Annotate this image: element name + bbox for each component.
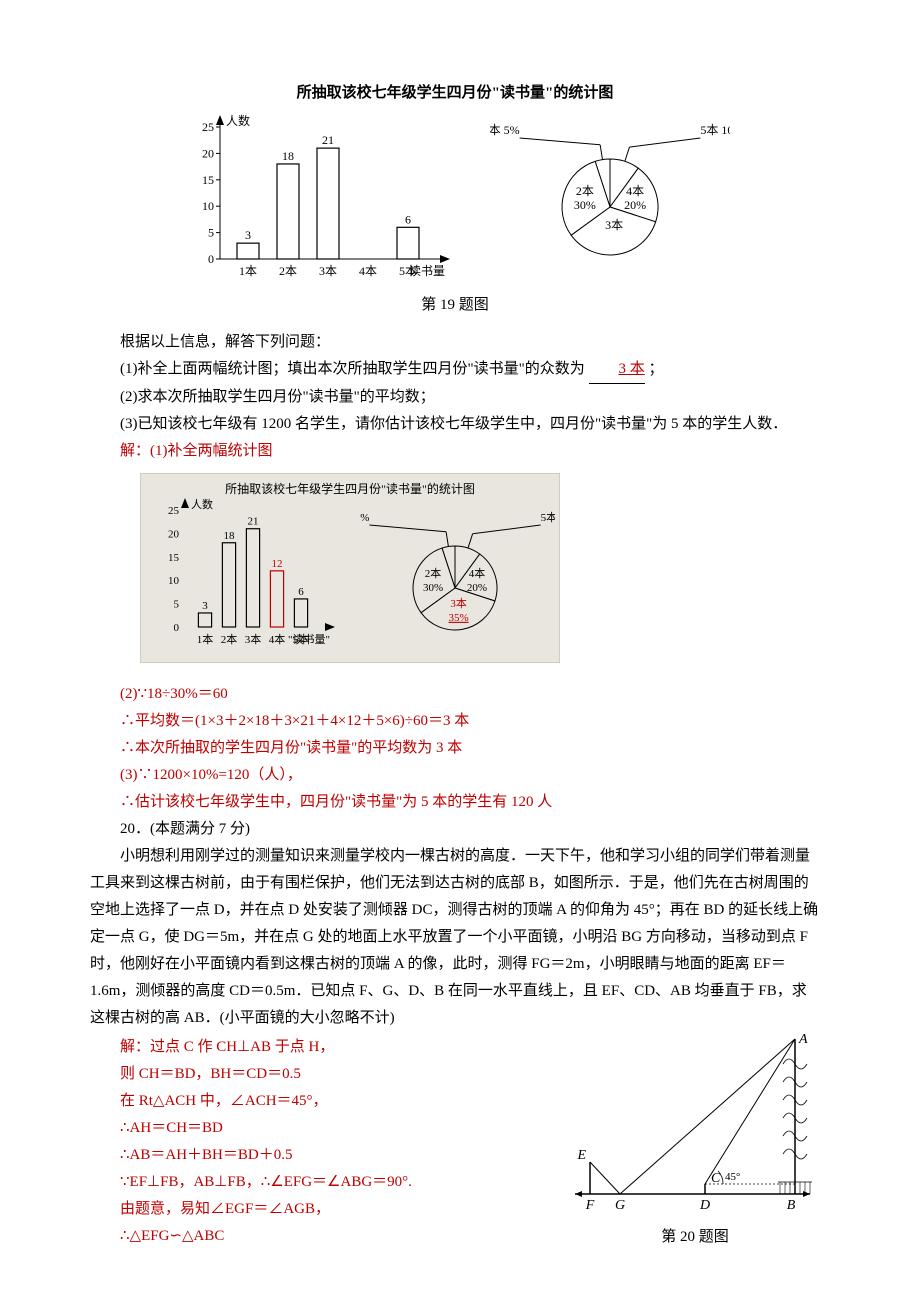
- fig19-charts: 人数读书量05101520251本32本183本214本5本6 1本 5%5本 …: [90, 112, 820, 287]
- solution-charts: 所抽取该校七年级学生四月份"读书量"的统计图人数"读书量"05101520251…: [140, 473, 820, 673]
- svg-text:人数: 人数: [226, 113, 250, 128]
- svg-text:5本: 5本: [293, 632, 310, 646]
- sol-l3: ∴本次所抽取的学生四月份"读书量"的平均数为 3 本: [90, 735, 820, 762]
- q19-1-ans: 3 本: [619, 361, 645, 377]
- fig19-caption: 第 19 题图: [90, 292, 820, 319]
- q20-num: 20．(本题满分 7 分): [90, 816, 820, 843]
- svg-text:10: 10: [168, 575, 180, 587]
- svg-text:30%: 30%: [574, 198, 596, 212]
- svg-text:4本: 4本: [626, 184, 644, 198]
- svg-text:人数: 人数: [191, 498, 213, 511]
- solution-chart-img: 所抽取该校七年级学生四月份"读书量"的统计图人数"读书量"05101520251…: [140, 473, 560, 663]
- q19-intro: 根据以上信息，解答下列问题：: [90, 329, 820, 356]
- svg-text:4本: 4本: [469, 566, 486, 580]
- svg-text:1本: 1本: [197, 632, 214, 646]
- svg-text:25: 25: [202, 120, 214, 134]
- sol-head: 解：(1)补全两幅统计图: [90, 438, 820, 465]
- svg-text:12: 12: [272, 558, 283, 570]
- svg-text:D: D: [699, 1198, 710, 1213]
- q20-fig-caption: 第 20 题图: [570, 1224, 820, 1251]
- svg-text:35%: 35%: [449, 612, 469, 624]
- q20-body: 小明想利用刚学过的测量知识来测量学校内一棵古树的高度．一天下午，他和学习小组的同…: [90, 843, 820, 1032]
- svg-text:45°: 45°: [725, 1171, 740, 1183]
- svg-text:5: 5: [174, 599, 180, 611]
- svg-text:3: 3: [245, 228, 251, 242]
- svg-text:2本: 2本: [279, 264, 297, 278]
- svg-text:5: 5: [208, 226, 214, 240]
- q19-1a: (1)补全上面两幅统计图；填出本次所抽取学生四月份"读书量"的众数为: [120, 361, 585, 377]
- q19-1: (1)补全上面两幅统计图；填出本次所抽取学生四月份"读书量"的众数为 3 本 ；: [90, 356, 820, 384]
- svg-text:E: E: [576, 1148, 586, 1163]
- bar-chart: 人数读书量05101520251本32本183本214本5本6: [180, 112, 460, 287]
- q19-1b: ；: [649, 361, 664, 377]
- svg-text:20%: 20%: [624, 198, 646, 212]
- svg-text:10: 10: [202, 199, 214, 213]
- sol-l2: ∴平均数＝(1×3＋2×18＋3×21＋4×12＋5×6)÷60＝3 本: [90, 708, 820, 735]
- svg-text:0: 0: [208, 252, 214, 266]
- q20-figure: 45° A B CD E F G 第 20 题图: [570, 1034, 820, 1251]
- svg-text:C: C: [711, 1171, 721, 1186]
- svg-text:18: 18: [224, 530, 236, 542]
- svg-text:2本: 2本: [221, 632, 238, 646]
- svg-text:3本: 3本: [245, 632, 262, 646]
- svg-text:6: 6: [405, 212, 411, 226]
- svg-text:F: F: [585, 1198, 595, 1213]
- q19-2: (2)求本次所抽取学生四月份"读书量"的平均数；: [90, 384, 820, 411]
- svg-text:20: 20: [202, 146, 214, 160]
- svg-text:2本: 2本: [576, 184, 594, 198]
- svg-text:4本: 4本: [359, 264, 377, 278]
- svg-text:所抽取该校七年级学生四月份"读书量"的统计图: 所抽取该校七年级学生四月份"读书量"的统计图: [225, 481, 475, 496]
- svg-text:B: B: [787, 1198, 796, 1213]
- svg-text:G: G: [615, 1198, 625, 1213]
- svg-text:5本 10%: 5本 10%: [700, 123, 730, 137]
- svg-text:5本: 5本: [399, 264, 417, 278]
- svg-text:15: 15: [168, 552, 180, 564]
- svg-text:20%: 20%: [467, 582, 487, 594]
- geom-diagram: 45° A B CD E F G: [570, 1034, 820, 1214]
- svg-text:3本: 3本: [450, 596, 467, 610]
- svg-text:15: 15: [202, 173, 214, 187]
- sol-l4: (3)∵1200×10%=120（人），: [90, 762, 820, 789]
- sol-l1: (2)∵18÷30%＝60: [90, 681, 820, 708]
- svg-text:A: A: [798, 1034, 808, 1047]
- svg-text:25: 25: [168, 505, 180, 517]
- svg-text:3本: 3本: [319, 264, 337, 278]
- svg-text:18: 18: [282, 149, 294, 163]
- svg-text:0: 0: [174, 622, 180, 634]
- svg-text:1本: 1本: [239, 264, 257, 278]
- svg-text:2本: 2本: [425, 566, 442, 580]
- svg-text:3: 3: [202, 600, 208, 612]
- q19-3: (3)已知该校七年级有 1200 名学生，请你估计该校七年级学生中，四月份"读书…: [90, 411, 820, 438]
- svg-text:20: 20: [168, 528, 180, 540]
- pie-chart: 1本 5% 5本 10% 4本20%3本 2本30%: [490, 112, 730, 287]
- fig19-title: 所抽取该校七年级学生四月份"读书量"的统计图: [90, 80, 820, 107]
- svg-text:1本 5%: 1本 5%: [490, 123, 520, 137]
- sol-l5: ∴估计该校七年级学生中，四月份"读书量"为 5 本的学生有 120 人: [90, 789, 820, 816]
- svg-text:6: 6: [298, 586, 304, 598]
- svg-text:30%: 30%: [423, 582, 443, 594]
- svg-text:21: 21: [248, 516, 259, 528]
- svg-text:21: 21: [322, 133, 334, 147]
- svg-text:3本: 3本: [605, 218, 623, 232]
- svg-text:4本: 4本: [269, 632, 286, 646]
